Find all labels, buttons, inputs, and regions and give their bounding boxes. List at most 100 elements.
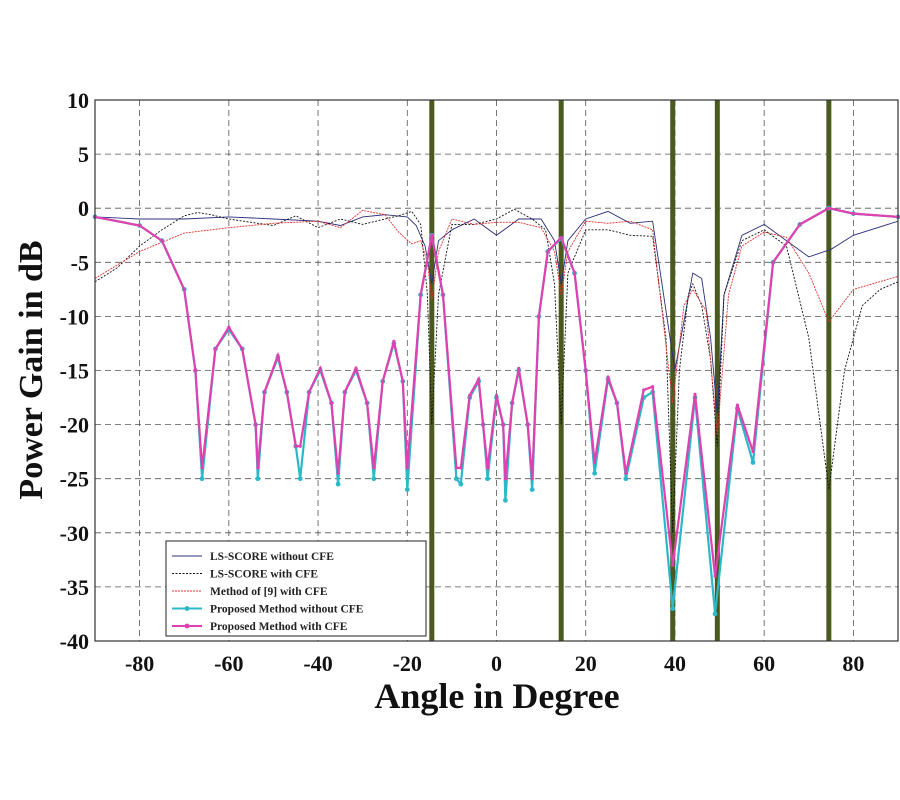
y-tick-label: -30 xyxy=(60,521,89,546)
series-point xyxy=(529,487,535,492)
series-point xyxy=(419,293,423,297)
x-tick-label: -40 xyxy=(303,651,332,676)
series-point xyxy=(381,379,385,383)
legend-label: Proposed Method with CFE xyxy=(210,621,348,633)
series-point xyxy=(213,347,218,351)
series-point xyxy=(572,271,577,275)
series-point xyxy=(798,222,802,227)
series-point xyxy=(510,401,514,405)
legend-label: Proposed Method without CFE xyxy=(210,604,364,616)
series-point xyxy=(530,477,534,481)
legend: LS-SCORE without CFE LS-SCORE with CFE Met… xyxy=(165,540,427,637)
series-point xyxy=(559,235,563,240)
series-point xyxy=(827,206,831,210)
y-tick-label: -20 xyxy=(60,413,89,438)
series-point xyxy=(458,481,464,487)
series-point xyxy=(285,390,289,394)
legend-label: LS-SCORE without CFE xyxy=(210,551,334,563)
series-point xyxy=(227,325,231,329)
series-point xyxy=(240,347,244,351)
series-point xyxy=(615,401,619,405)
y-tick-label: -5 xyxy=(71,250,89,275)
series-point xyxy=(537,314,541,318)
series-point xyxy=(517,366,521,370)
series-point xyxy=(851,212,855,216)
series-point xyxy=(343,390,347,394)
series-point xyxy=(750,460,756,465)
series-point xyxy=(771,260,775,264)
series-point xyxy=(485,466,490,470)
plot-frame xyxy=(94,99,899,642)
y-tick-label: 5 xyxy=(78,142,89,167)
x-tick-label: -20 xyxy=(393,651,422,676)
series-point xyxy=(307,390,311,394)
series-point xyxy=(182,287,186,291)
y-tick-label: -25 xyxy=(60,467,89,492)
series-point xyxy=(430,233,434,237)
series-point xyxy=(735,403,740,407)
x-tick-label: 60 xyxy=(753,651,775,676)
series-point xyxy=(329,401,334,405)
series-point xyxy=(485,476,490,482)
y-tick-labels: 10 5 0 -5 -10 -15 -20 -25 -30 -35 -40 xyxy=(60,88,89,654)
series-point xyxy=(546,249,550,254)
series-point xyxy=(751,450,755,454)
series-point xyxy=(606,375,610,379)
series-point xyxy=(365,401,369,405)
series-line xyxy=(94,208,899,533)
series-point xyxy=(138,223,142,228)
series-point xyxy=(592,470,598,476)
x-tick-label: -80 xyxy=(125,651,154,676)
series-point xyxy=(354,366,358,370)
series-point xyxy=(276,353,280,357)
series-point xyxy=(294,444,298,448)
series-point xyxy=(193,368,197,373)
series-point xyxy=(441,293,445,297)
series-point xyxy=(336,471,340,475)
series-point xyxy=(494,393,499,397)
y-tick-label: -35 xyxy=(60,575,89,600)
x-tick-label: 20 xyxy=(575,651,597,676)
series-point xyxy=(254,423,258,427)
series-point xyxy=(335,481,341,487)
legend-marker xyxy=(184,606,190,611)
series-point xyxy=(468,393,472,397)
series-point xyxy=(712,611,718,617)
series-point xyxy=(453,476,459,482)
x-tick-label: -60 xyxy=(214,651,243,676)
series-point xyxy=(199,476,205,482)
legend-box xyxy=(165,540,427,637)
series-point xyxy=(693,392,697,396)
series-point xyxy=(477,377,481,381)
series-point xyxy=(318,366,322,370)
series-point xyxy=(255,476,261,482)
series-point xyxy=(297,476,303,482)
legend-label: Method of [9] with CFE xyxy=(210,586,328,598)
series-point xyxy=(642,388,646,392)
series-point xyxy=(401,379,405,383)
x-tick-label: 80 xyxy=(842,651,864,676)
series-point xyxy=(404,487,410,492)
series-point xyxy=(481,423,485,427)
series-point xyxy=(160,239,164,243)
series-point xyxy=(200,466,204,470)
series-point xyxy=(526,423,530,427)
y-tick-label: -10 xyxy=(60,304,89,329)
series-point xyxy=(454,466,458,470)
series-point xyxy=(501,423,505,427)
x-tick-label: 0 xyxy=(491,651,502,676)
series-point xyxy=(503,497,508,503)
series-point xyxy=(624,471,628,475)
series-point xyxy=(392,339,396,343)
legend-label: LS-SCORE with CFE xyxy=(210,569,318,581)
series-point xyxy=(623,476,629,482)
series-line xyxy=(94,210,899,414)
y-tick-label: 0 xyxy=(78,196,89,221)
x-tick-label: 40 xyxy=(664,651,686,676)
series-line xyxy=(94,209,899,436)
series-point xyxy=(262,390,267,394)
series-point xyxy=(459,466,463,470)
y-axis-title: Power Gain in dB xyxy=(13,240,50,499)
series-point xyxy=(298,444,302,448)
